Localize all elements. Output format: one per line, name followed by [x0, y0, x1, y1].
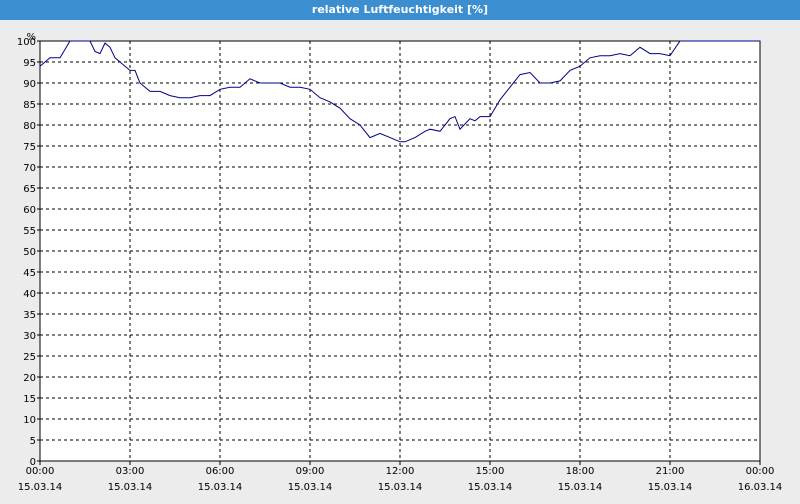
- y-tick-label: 30: [23, 331, 36, 342]
- humidity-line-chart: 0 5 10 15 20 25 30 35 40 45 50 55 60 65 70 75 80 85 90 95 10…: [17, 32, 783, 493]
- y-tick-label: 15: [23, 394, 36, 405]
- x-tick-date-label: 15.03.14: [18, 482, 63, 493]
- x-tick-date-label: 16.03.14: [738, 482, 783, 493]
- y-tick-label: 45: [23, 268, 36, 279]
- x-tick-time-label: 00:00: [746, 466, 775, 477]
- y-tick-label: 0: [30, 457, 36, 468]
- x-tick-date-label: 15.03.14: [558, 482, 603, 493]
- x-tick-time-label: 21:00: [656, 466, 685, 477]
- y-tick-label: 65: [23, 184, 36, 195]
- plot-frame: [39, 40, 761, 462]
- x-tick-date-label: 15.03.14: [198, 482, 243, 493]
- y-tick-label: 10: [23, 415, 36, 426]
- x-tick-date-label: 15.03.14: [288, 482, 333, 493]
- x-tick-date-label: 15.03.14: [468, 482, 513, 493]
- y-tick-label: 5: [30, 436, 36, 447]
- y-tick-label: 50: [23, 247, 36, 258]
- x-tick-time-label: 00:00: [26, 466, 55, 477]
- y-tick-label: 40: [23, 289, 36, 300]
- x-tick-time-label: 12:00: [386, 466, 415, 477]
- y-tick-label: 75: [23, 142, 36, 153]
- y-tick-label: 55: [23, 226, 36, 237]
- x-tick-time-label: 09:00: [296, 466, 325, 477]
- x-tick-date-label: 15.03.14: [378, 482, 423, 493]
- humidity-series-line: [39, 40, 760, 143]
- y-axis-unit-label: %: [26, 32, 36, 43]
- x-tick-time-label: 15:00: [476, 466, 505, 477]
- y-tick-label: 25: [23, 352, 36, 363]
- x-tick-time-label: 03:00: [116, 466, 145, 477]
- chart-area: 0 5 10 15 20 25 30 35 40 45 50 55 60 65 70 75 80 85 90 95 10…: [0, 20, 800, 500]
- y-tick-label: 20: [23, 373, 36, 384]
- x-tick-time-label: 06:00: [206, 466, 235, 477]
- x-tick-date-label: 15.03.14: [648, 482, 693, 493]
- y-tick-label: 35: [23, 310, 36, 321]
- x-tick-time-label: 18:00: [566, 466, 595, 477]
- y-tick-label: 100: [17, 37, 36, 48]
- y-tick-label: 70: [23, 163, 36, 174]
- chart-title: relative Luftfeuchtigkeit [%]: [0, 0, 800, 20]
- y-tick-label: 60: [23, 205, 36, 216]
- y-tick-label: 80: [23, 121, 36, 132]
- y-tick-label: 95: [23, 58, 36, 69]
- y-tick-label: 85: [23, 100, 36, 111]
- x-tick-date-label: 15.03.14: [108, 482, 153, 493]
- y-tick-label: 90: [23, 79, 36, 90]
